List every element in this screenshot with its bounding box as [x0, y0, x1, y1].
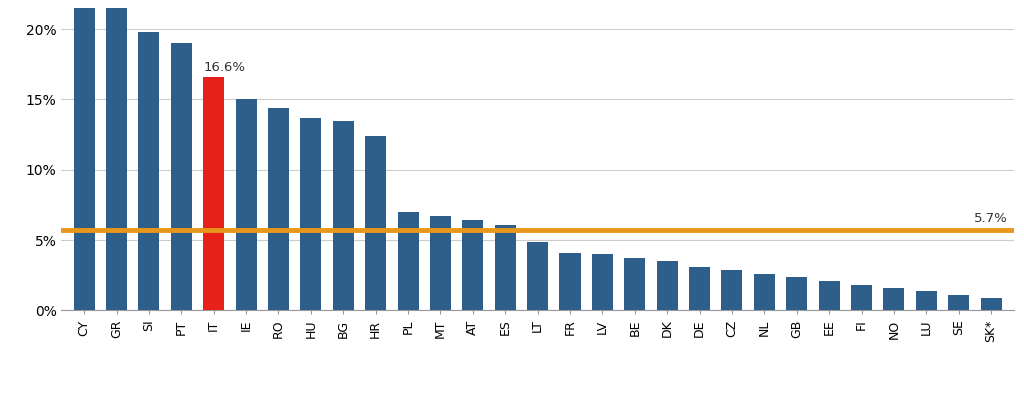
Bar [74, 0, 94, 310]
Bar [495, 224, 516, 310]
Bar [592, 254, 613, 310]
Bar [397, 212, 419, 310]
Bar [171, 43, 191, 310]
Bar [236, 100, 257, 310]
Bar [268, 108, 289, 310]
Bar [851, 285, 872, 310]
Bar [722, 269, 742, 310]
Bar [656, 261, 678, 310]
Text: 5.7%: 5.7% [974, 212, 1008, 224]
Bar [981, 298, 1001, 310]
Bar [138, 32, 160, 310]
Bar [527, 242, 548, 310]
Bar [818, 281, 840, 310]
Bar [559, 253, 581, 310]
Text: 16.6%: 16.6% [204, 61, 246, 74]
Bar [430, 216, 451, 310]
Bar [625, 258, 645, 310]
Bar [300, 118, 322, 310]
Bar [105, 0, 127, 310]
Bar [333, 121, 353, 310]
Bar [754, 274, 775, 310]
Bar [786, 277, 807, 310]
Bar [915, 291, 937, 310]
Bar [884, 288, 904, 310]
Bar [203, 77, 224, 310]
Bar [366, 136, 386, 310]
Bar [462, 220, 483, 310]
Bar [689, 267, 710, 310]
Bar [948, 295, 970, 310]
